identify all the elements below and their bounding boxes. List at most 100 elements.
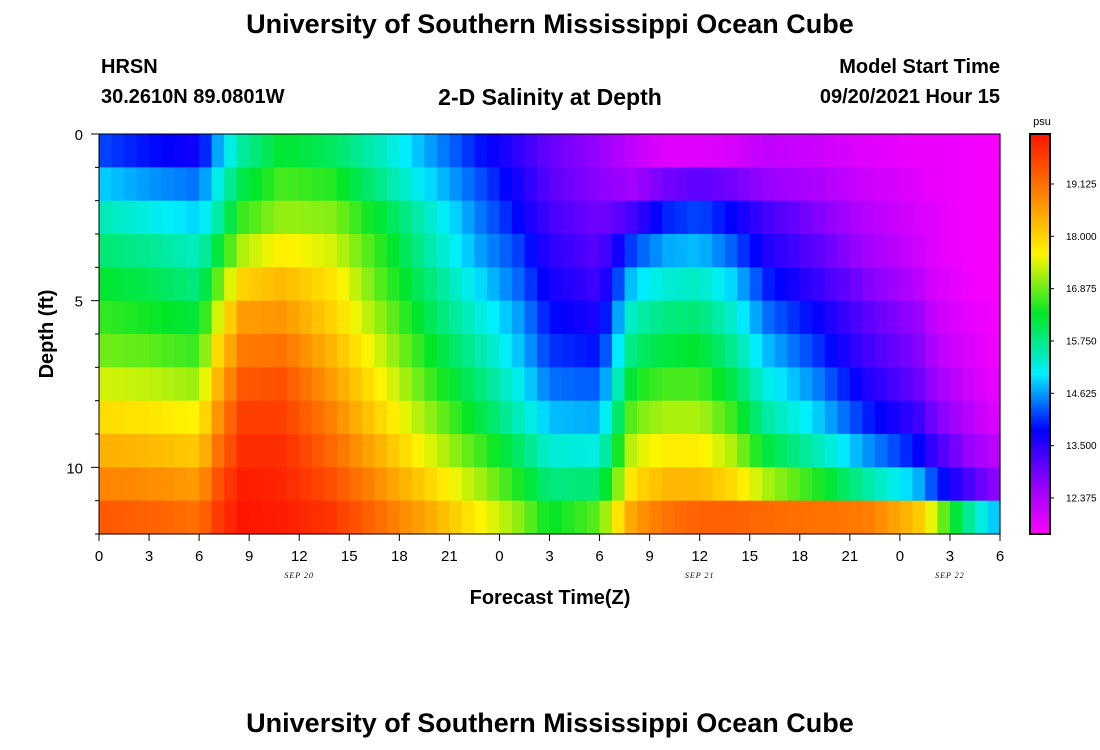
- heatmap-cell: [787, 267, 801, 302]
- heatmap-cell: [924, 167, 939, 202]
- heatmap-cell: [511, 367, 526, 402]
- heatmap-cell: [812, 334, 826, 368]
- heatmap-cell: [499, 300, 513, 335]
- heatmap-cell: [712, 200, 726, 235]
- heatmap-cell: [787, 467, 801, 502]
- heatmap-cell: [186, 367, 200, 402]
- heatmap-cell: [662, 467, 676, 502]
- heatmap-cell: [737, 500, 751, 535]
- heatmap-cell: [737, 434, 751, 468]
- x-tick-label: 9: [645, 548, 653, 565]
- heatmap-cell: [899, 467, 913, 502]
- heatmap-cell: [549, 267, 563, 302]
- heatmap-cell: [336, 134, 350, 168]
- heatmap-cell: [774, 434, 788, 468]
- heatmap-cell: [286, 300, 300, 335]
- heatmap-cell: [974, 367, 989, 402]
- heatmap-cell: [174, 134, 188, 168]
- heatmap-cell: [962, 400, 976, 435]
- heatmap-cell: [724, 300, 738, 335]
- heatmap-cell: [924, 400, 939, 435]
- heatmap-cell: [599, 300, 613, 335]
- heatmap-cell: [536, 234, 551, 268]
- heatmap-cell: [774, 234, 788, 268]
- heatmap-cell: [974, 434, 989, 468]
- heatmap-cell: [812, 234, 826, 268]
- heatmap-cell: [224, 367, 238, 402]
- heatmap-cell: [612, 500, 626, 535]
- heatmap-cell: [549, 400, 563, 435]
- station-id: HRSN: [101, 56, 158, 78]
- heatmap-cell: [874, 400, 888, 435]
- heatmap-cell: [874, 367, 888, 402]
- x-axis: 0 3 6 9 12 15 18 21 0 3 6 9 12 15 18 21 0 3 6 SEP 20 SEP 21 S…: [95, 534, 1004, 580]
- heatmap-cell: [562, 300, 576, 335]
- heatmap-cell: [136, 300, 150, 335]
- heatmap-cell: [574, 334, 588, 368]
- heatmap-cell: [712, 500, 726, 535]
- colorbar-tick-label: 13.500: [1066, 441, 1097, 452]
- heatmap-cell: [174, 500, 188, 535]
- heatmap-cell: [261, 400, 275, 435]
- heatmap-cell: [386, 234, 400, 268]
- heatmap-cell: [574, 167, 588, 202]
- heatmap-cell: [762, 334, 776, 368]
- heatmap-cell: [612, 200, 626, 235]
- heatmap-cell: [349, 234, 363, 268]
- heatmap-cell: [111, 167, 125, 202]
- heatmap-cell: [136, 234, 150, 268]
- x-tick-label: 3: [946, 548, 954, 565]
- heatmap-cell: [737, 167, 751, 202]
- heatmap-cell: [912, 500, 926, 535]
- heatmap-cell: [587, 234, 601, 268]
- heatmap-cell: [299, 467, 313, 502]
- heatmap-cell: [874, 234, 888, 268]
- heatmap-cell: [249, 367, 263, 402]
- heatmap-cell: [311, 500, 325, 535]
- heatmap-cell: [962, 334, 976, 368]
- heatmap-cell: [637, 467, 651, 502]
- heatmap-cell: [837, 434, 851, 468]
- heatmap-cell: [374, 334, 388, 368]
- heatmap-cell: [249, 434, 263, 468]
- heatmap-cell: [987, 400, 1001, 435]
- heatmap-cell: [474, 434, 488, 468]
- station-coordinates: 30.2610N 89.0801W: [101, 86, 285, 108]
- heatmap-cell: [924, 300, 939, 335]
- heatmap-cell: [336, 200, 350, 235]
- heatmap-cell: [174, 400, 188, 435]
- heatmap-cell: [587, 367, 601, 402]
- heatmap-cell: [474, 334, 488, 368]
- heatmap-cell: [511, 134, 526, 168]
- heatmap-cell: [211, 134, 225, 168]
- heatmap-cell: [399, 434, 413, 468]
- heatmap-cell: [549, 434, 563, 468]
- heatmap-cell: [837, 267, 851, 302]
- heatmap-cell: [949, 400, 964, 435]
- heatmap-cell: [749, 234, 763, 268]
- heatmap-cell: [361, 434, 375, 468]
- heatmap-cell: [549, 134, 563, 168]
- heatmap-cell: [662, 300, 676, 335]
- heatmap-cell: [924, 367, 939, 402]
- heatmap-cell: [374, 500, 388, 535]
- heatmap-cell: [612, 134, 626, 168]
- heatmap-cell: [974, 467, 989, 502]
- heatmap-cell: [562, 500, 576, 535]
- heatmap-cell: [987, 300, 1001, 335]
- heatmap-cell: [624, 334, 638, 368]
- heatmap-cell: [824, 400, 838, 435]
- heatmap-cell: [662, 434, 676, 468]
- heatmap-cell: [399, 400, 413, 435]
- heatmap-cell: [111, 200, 125, 235]
- heatmap-cell: [962, 200, 976, 235]
- x-date-label: SEP 22: [935, 571, 965, 580]
- heatmap-cell: [812, 367, 826, 402]
- heatmap-cell: [612, 267, 626, 302]
- heatmap-cell: [687, 234, 701, 268]
- heatmap-cell: [962, 467, 976, 502]
- heatmap-cell: [599, 467, 613, 502]
- y-axis: 0 5 10: [66, 127, 99, 535]
- heatmap-cell: [436, 267, 450, 302]
- heatmap-cell: [536, 134, 551, 168]
